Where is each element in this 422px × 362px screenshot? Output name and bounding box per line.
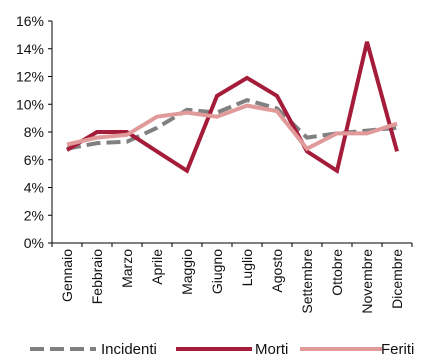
x-tick-label: Novembre	[359, 249, 375, 314]
legend-label: Morti	[255, 341, 288, 358]
x-tick-label: Febbraio	[89, 249, 105, 304]
x-tick-label: Aprile	[149, 249, 165, 285]
y-tick-label: 14%	[16, 41, 44, 57]
y-tick-label: 16%	[16, 13, 44, 29]
legend-label: Incidenti	[101, 341, 157, 358]
x-tick-label: Maggio	[179, 249, 195, 295]
x-tick-label: Luglio	[239, 249, 255, 287]
series-line-feriti	[66, 103, 398, 152]
y-tick-label: 0%	[24, 235, 44, 251]
y-tick-label: 12%	[16, 69, 44, 85]
y-tick-label: 4%	[24, 180, 44, 196]
y-tick-label: 6%	[24, 152, 44, 168]
axes	[48, 20, 413, 247]
y-tick-label: 2%	[24, 207, 44, 223]
x-axis-tick-labels: Gennaio Febbraio Marzo Aprile Maggio Giugno Lu…	[59, 249, 405, 314]
series-lines	[65, 41, 399, 175]
x-tick-label: Gennaio	[59, 249, 75, 302]
x-tick-label: Marzo	[119, 249, 135, 288]
x-tick-label: Dicembre	[389, 249, 405, 309]
y-tick-label: 8%	[24, 124, 44, 140]
x-tick-label: Ottobre	[329, 249, 345, 296]
y-tick-label: 10%	[16, 96, 44, 112]
legend: Incidenti Morti Feriti	[30, 341, 414, 358]
legend-item-incidenti: Incidenti	[30, 341, 157, 358]
x-tick-label: Settembre	[299, 249, 315, 314]
x-tick-label: Giugno	[209, 249, 225, 294]
legend-item-feriti: Feriti	[300, 341, 414, 358]
y-axis-tick-labels: 0% 2% 4% 6% 8% 10% 12% 14% 16%	[16, 13, 44, 251]
x-tick-label: Agosto	[269, 249, 285, 293]
legend-label: Feriti	[381, 341, 414, 358]
series-line-morti	[65, 41, 399, 175]
legend-item-morti: Morti	[176, 341, 288, 358]
